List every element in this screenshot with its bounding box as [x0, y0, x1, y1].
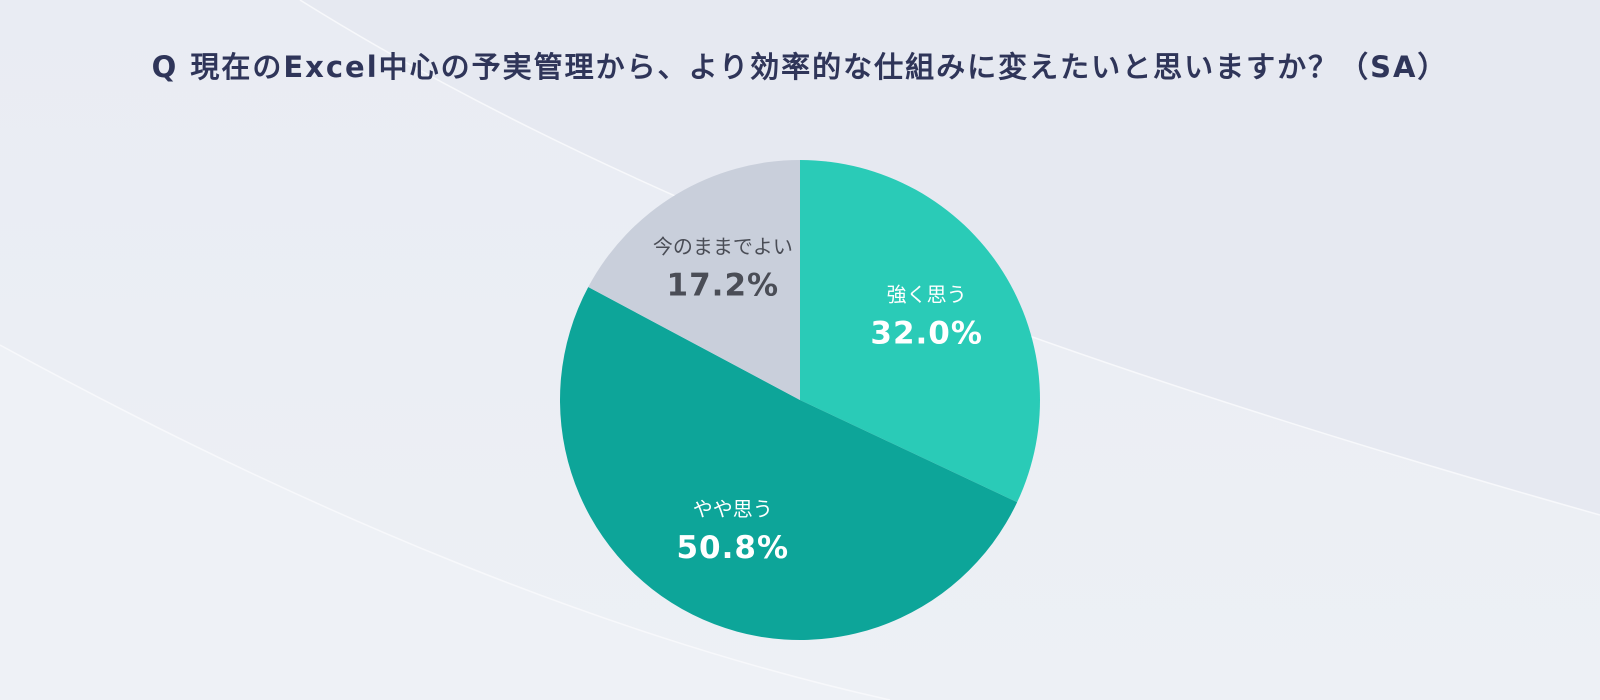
slice-label-2: 今のままでよい — [653, 234, 793, 258]
background-line-lower — [0, 344, 891, 700]
slice-value-2: 17.2% — [667, 267, 780, 303]
slice-value-1: 50.8% — [676, 530, 789, 566]
slice-value-0: 32.0% — [870, 316, 983, 352]
pie-slice-2 — [588, 160, 800, 400]
background-curve-lower — [0, 345, 890, 700]
pie-slice-1 — [560, 287, 1018, 640]
slice-label-1: やや思う — [693, 497, 773, 521]
pie-slice-0 — [800, 160, 1041, 503]
slice-label-0: 強く思う — [887, 283, 967, 307]
chart-title: Q 現在のExcel中心の予実管理から、より効率的な仕組みに変えたいと思いますか… — [151, 50, 1449, 84]
